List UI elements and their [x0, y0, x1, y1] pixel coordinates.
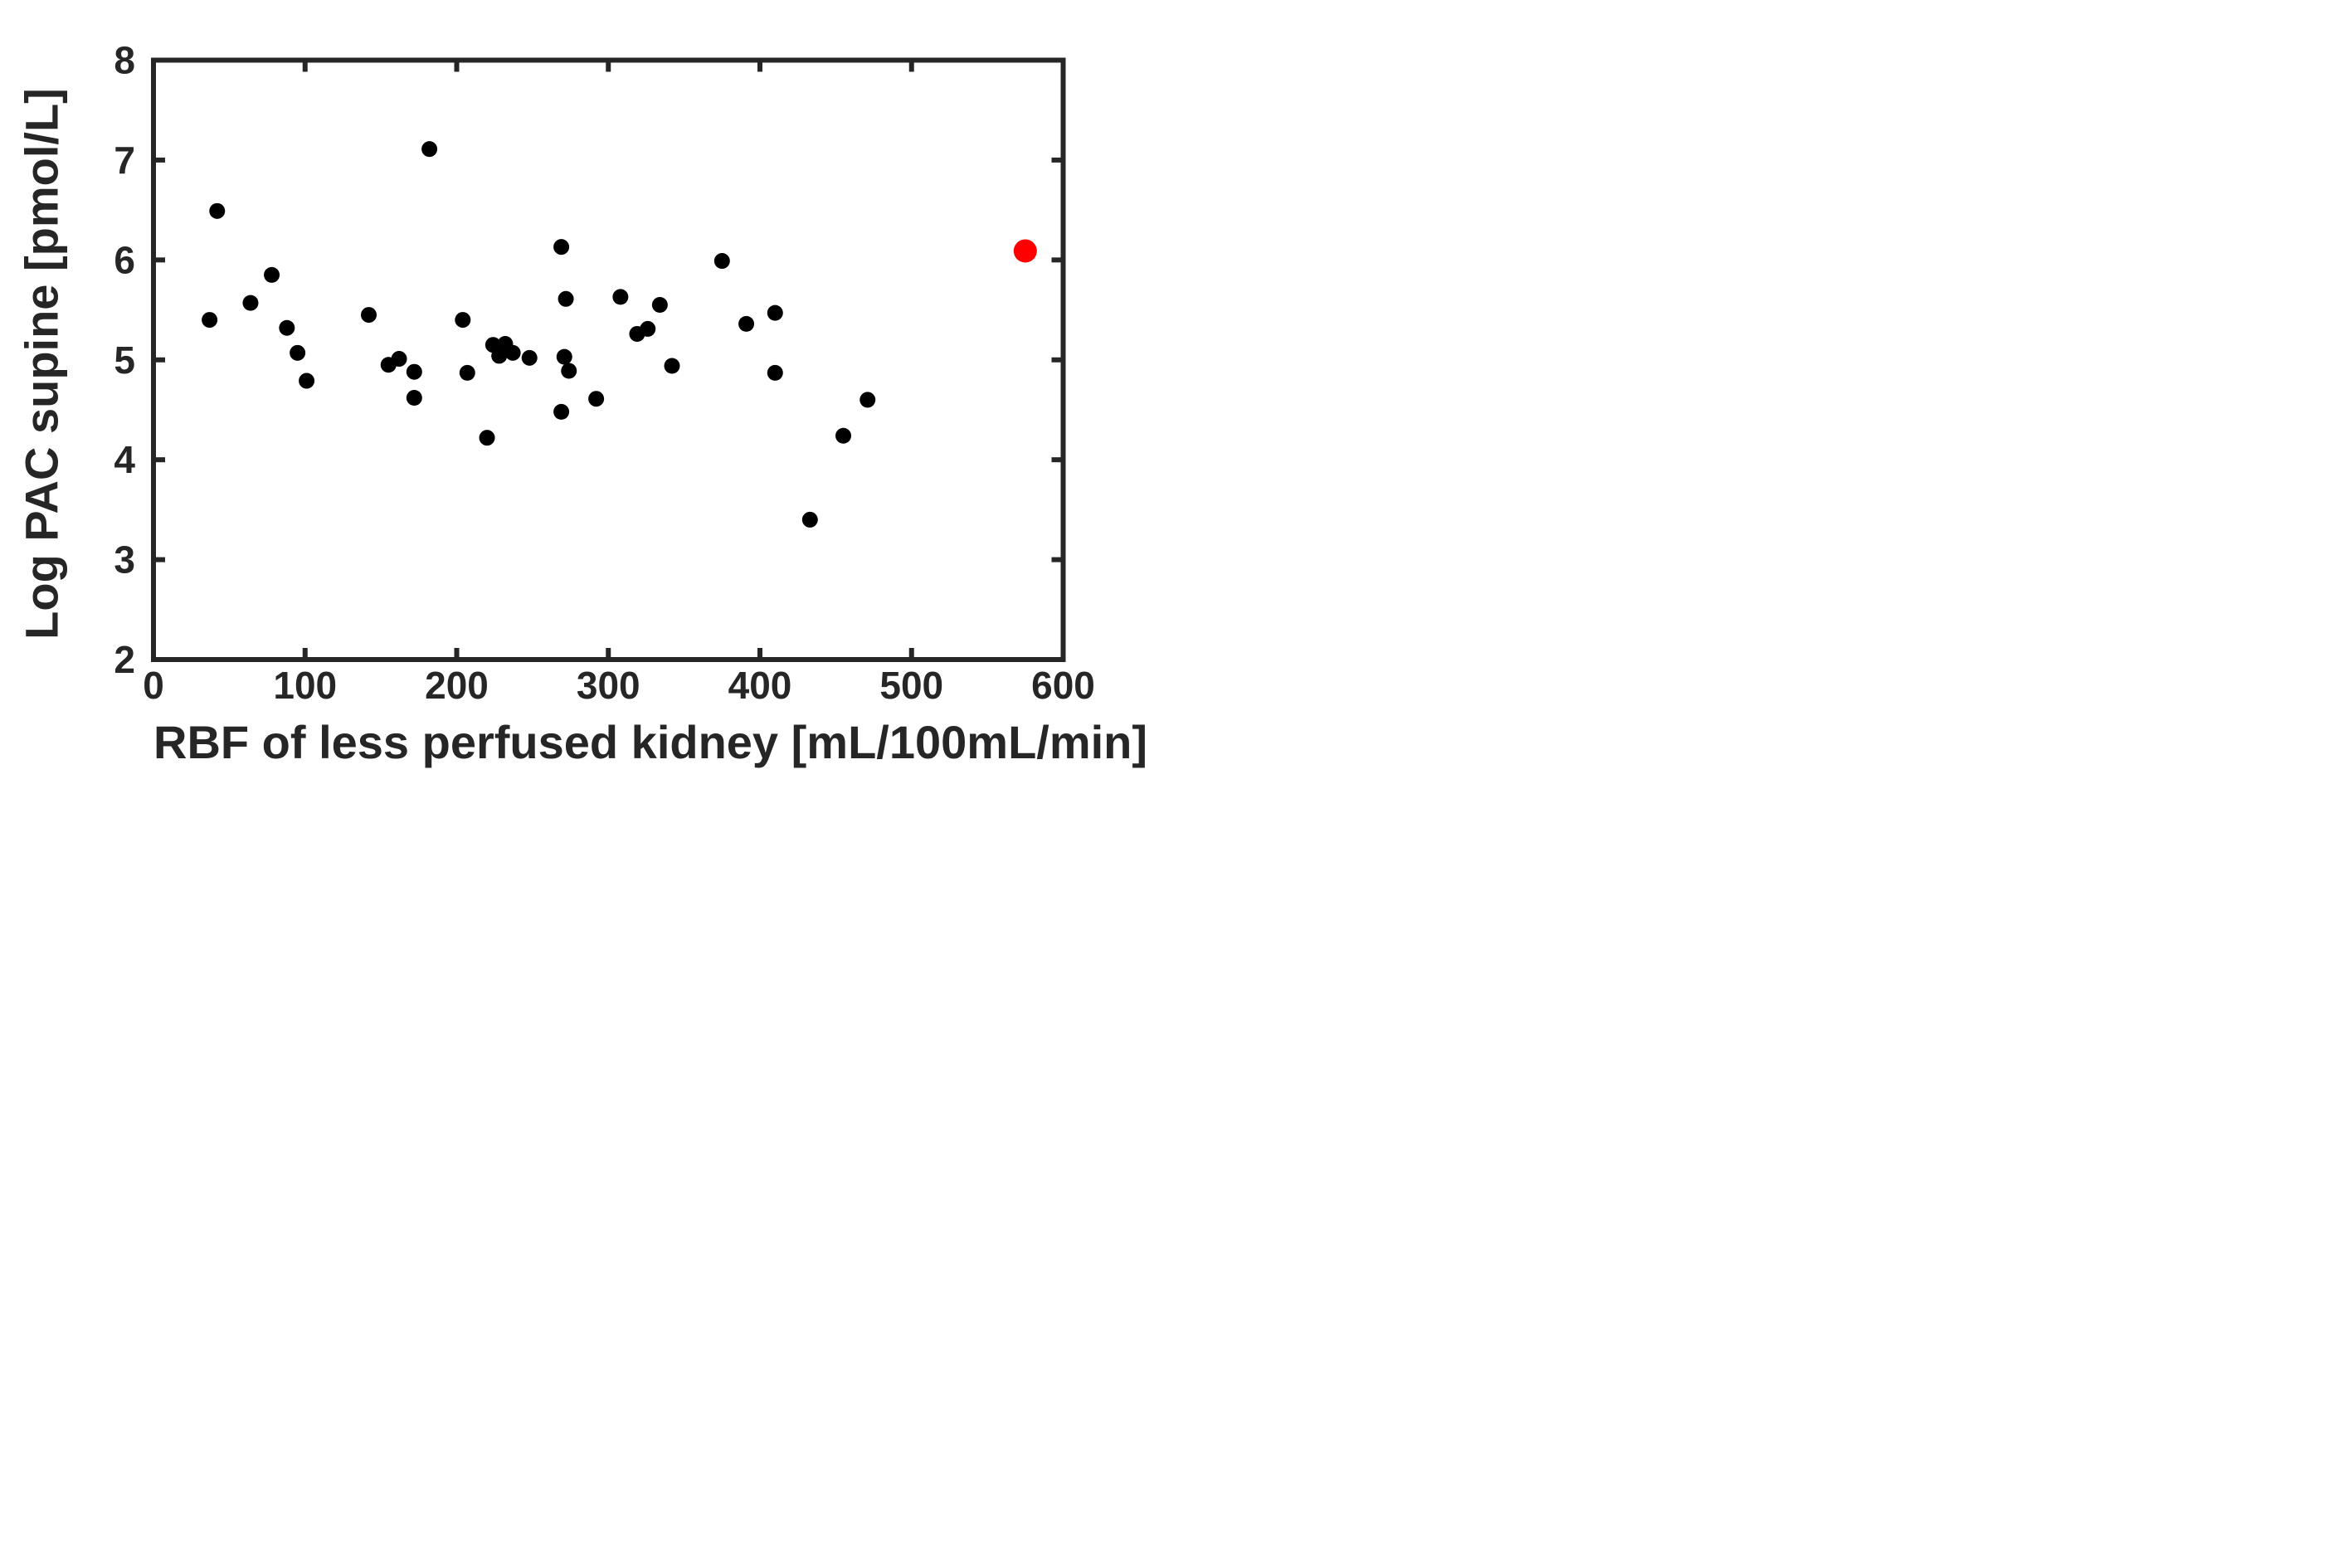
- patients-point: [859, 392, 876, 408]
- figure-canvas: 0 100 200 300 400 500 600 2 3 4 5 6 7 8 RBF of less p…: [0, 0, 1176, 784]
- patients-point: [767, 364, 783, 381]
- patients-point: [242, 295, 259, 311]
- patients-point: [801, 511, 818, 528]
- patients-point: [421, 141, 438, 158]
- patients-point: [279, 319, 295, 336]
- x-tick-label: 100: [273, 664, 337, 707]
- x-tick-label: 300: [577, 664, 640, 707]
- patients-point: [521, 349, 538, 366]
- x-tick-label: 400: [728, 664, 792, 707]
- patients-point: [713, 253, 730, 270]
- patients-point: [479, 430, 495, 446]
- x-axis-label: RBF of less perfused kidney [mL/100mL/mi…: [153, 716, 1148, 768]
- patients-point: [651, 297, 668, 314]
- y-tick-label: 3: [114, 538, 135, 582]
- y-tick-label: 4: [114, 438, 135, 481]
- patients-point: [558, 290, 574, 307]
- x-tick-label: 600: [1031, 664, 1095, 707]
- patients-point: [767, 304, 783, 321]
- patients-point: [553, 239, 570, 256]
- patients-point: [455, 312, 471, 329]
- patients-point: [290, 344, 306, 361]
- patients-point: [264, 266, 280, 283]
- y-tick-label: 2: [114, 638, 135, 681]
- patients-point: [361, 307, 377, 324]
- patients-point: [612, 289, 629, 305]
- patients-point: [491, 348, 508, 364]
- patients-point: [406, 363, 422, 380]
- x-tick-label: 200: [425, 664, 489, 707]
- patients-point: [209, 202, 226, 219]
- patients-point: [835, 427, 852, 444]
- y-tick-label: 7: [114, 139, 135, 182]
- patients-point: [299, 373, 315, 389]
- patients-point: [202, 312, 218, 329]
- y-tick-label: 5: [114, 338, 135, 382]
- patients-point: [588, 391, 605, 407]
- y-tick-label: 8: [114, 39, 135, 82]
- patients-point: [738, 315, 755, 332]
- highlighted-patient-point: [1013, 239, 1037, 263]
- plot-frame: [151, 57, 1066, 662]
- y-axis-label: Log PAC supine [pmol/L]: [15, 88, 68, 640]
- patients-point: [553, 403, 570, 420]
- patients-point: [391, 351, 407, 368]
- patients-point: [406, 390, 422, 407]
- x-tick-label: 500: [879, 664, 943, 707]
- patients-point: [664, 358, 680, 374]
- x-tick-label: 0: [143, 664, 164, 707]
- patients-point: [556, 348, 572, 365]
- patients-point: [561, 363, 577, 379]
- patients-point: [640, 320, 656, 337]
- patients-point: [504, 344, 521, 361]
- scatter-plot: 0 100 200 300 400 500 600 2 3 4 5 6 7 8: [114, 39, 1095, 708]
- patients-point: [459, 364, 475, 381]
- y-tick-label: 6: [114, 238, 135, 281]
